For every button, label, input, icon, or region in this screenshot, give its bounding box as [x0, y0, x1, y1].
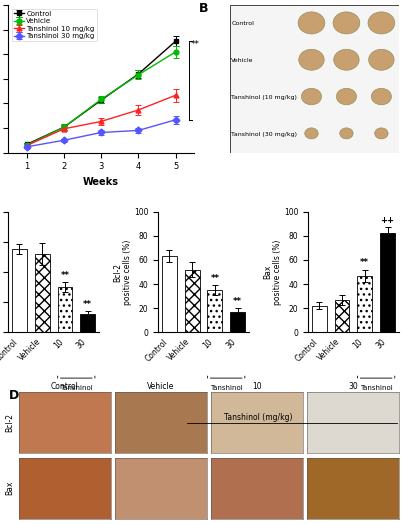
Bar: [312, 306, 327, 332]
Ellipse shape: [305, 128, 318, 139]
Bar: [57, 287, 72, 332]
Title: Vehicle: Vehicle: [147, 383, 175, 391]
Text: Vehicle: Vehicle: [232, 58, 254, 63]
Text: B: B: [199, 2, 209, 15]
Bar: [162, 256, 177, 332]
Text: ++: ++: [381, 216, 394, 225]
Ellipse shape: [302, 88, 322, 105]
Text: **: **: [233, 297, 242, 306]
Bar: [80, 314, 95, 332]
Ellipse shape: [375, 128, 388, 139]
Bar: [230, 312, 245, 332]
Text: Tanshinol (30 mg/kg): Tanshinol (30 mg/kg): [232, 132, 298, 137]
Text: Bax: Bax: [5, 481, 14, 495]
Ellipse shape: [299, 49, 324, 70]
Ellipse shape: [371, 88, 392, 105]
Text: Bcl-2: Bcl-2: [5, 412, 14, 432]
Y-axis label: Bax
positive cells (%): Bax positive cells (%): [263, 239, 282, 305]
Text: D: D: [9, 389, 19, 402]
Ellipse shape: [369, 49, 394, 70]
Text: **: **: [360, 258, 369, 267]
Bar: [12, 249, 27, 332]
Y-axis label: Bcl-2
positive cells (%): Bcl-2 positive cells (%): [113, 239, 132, 305]
Ellipse shape: [336, 88, 357, 105]
Text: Tanshinol (mg/kg): Tanshinol (mg/kg): [224, 413, 293, 422]
Text: Control: Control: [232, 21, 254, 26]
Ellipse shape: [340, 128, 353, 139]
Ellipse shape: [333, 12, 360, 34]
Ellipse shape: [368, 12, 395, 34]
Legend: Control, Vehicle, Tanshinol 10 mg/kg, Tanshinol 30 mg/kg: Control, Vehicle, Tanshinol 10 mg/kg, Ta…: [12, 9, 96, 41]
Title: 10: 10: [252, 383, 262, 391]
Ellipse shape: [298, 12, 325, 34]
Text: **: **: [83, 300, 92, 309]
Text: Tanshinol
(mg/kg): Tanshinol (mg/kg): [360, 385, 392, 399]
Text: Tanshinol
(mg/kg): Tanshinol (mg/kg): [210, 385, 243, 399]
Bar: [380, 234, 395, 332]
Text: Tanshinol (10 mg/kg): Tanshinol (10 mg/kg): [232, 95, 297, 100]
Title: 30: 30: [348, 383, 358, 391]
X-axis label: Weeks: Weeks: [83, 177, 119, 187]
Title: Control: Control: [51, 383, 79, 391]
Text: Tanshinol
(mg/kg): Tanshinol (mg/kg): [60, 385, 93, 399]
Bar: [357, 276, 372, 332]
Bar: [185, 270, 199, 332]
Text: **: **: [190, 40, 199, 49]
Bar: [35, 254, 50, 332]
Bar: [335, 300, 350, 332]
Text: **: **: [60, 271, 70, 280]
Text: **: **: [210, 274, 219, 283]
Bar: [208, 290, 222, 332]
Ellipse shape: [334, 49, 359, 70]
